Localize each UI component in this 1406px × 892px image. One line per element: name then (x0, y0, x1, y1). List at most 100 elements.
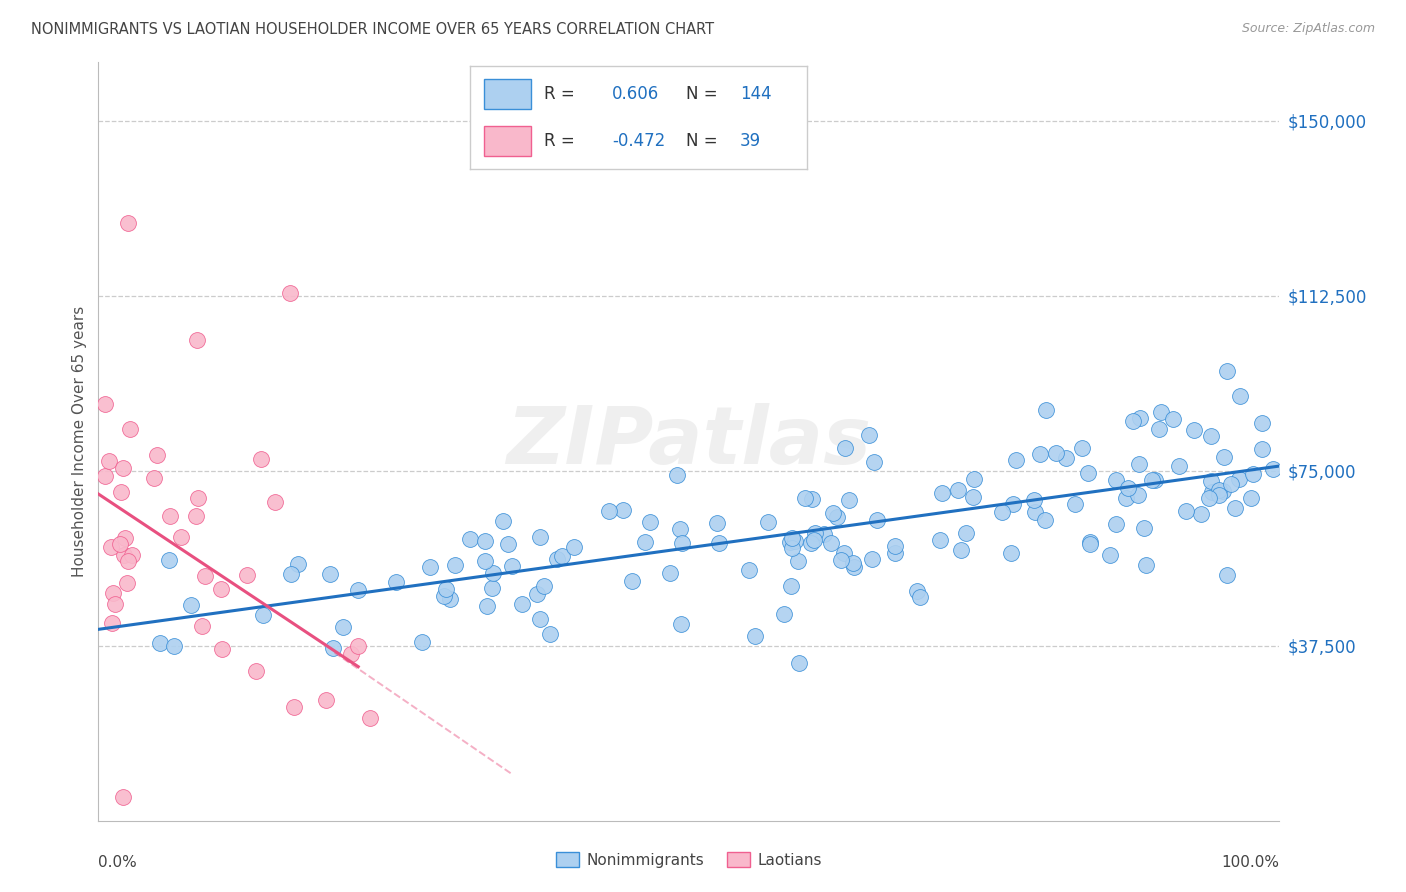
Point (946, 483, 969, 497)
Point (184, 509, 207, 524)
Point (908, 591, 931, 605)
Point (1002, 497, 1025, 511)
Point (1128, 458, 1150, 472)
Point (929, 533, 952, 547)
Point (1250, 416, 1272, 430)
Point (498, 537, 520, 551)
Point (1199, 474, 1222, 488)
Point (787, 657, 810, 671)
Point (1198, 491, 1220, 506)
Point (744, 629, 766, 643)
Point (439, 591, 461, 606)
Point (209, 582, 232, 596)
Point (1251, 442, 1274, 456)
Point (800, 492, 823, 507)
Point (842, 557, 865, 571)
Point (832, 546, 855, 560)
Point (384, 575, 406, 590)
Point (120, 422, 142, 436)
Point (1216, 364, 1239, 378)
Point (804, 525, 827, 540)
Text: Source: ZipAtlas.com: Source: ZipAtlas.com (1241, 22, 1375, 36)
Legend: Nonimmigrants, Laotians: Nonimmigrants, Laotians (550, 846, 828, 873)
Point (1078, 536, 1101, 550)
Point (1229, 389, 1251, 403)
Point (1225, 500, 1247, 515)
Point (551, 549, 574, 563)
Point (1263, 462, 1285, 476)
Point (170, 529, 193, 543)
Point (340, 648, 363, 662)
Point (191, 619, 214, 633)
Point (114, 531, 136, 545)
Point (194, 568, 217, 582)
Point (1240, 491, 1263, 506)
Point (821, 507, 844, 521)
Point (1216, 568, 1239, 582)
Point (706, 516, 728, 530)
Point (562, 540, 585, 554)
Point (783, 533, 806, 548)
Point (1077, 467, 1099, 481)
Point (1045, 446, 1067, 460)
Point (669, 522, 692, 536)
Point (803, 533, 825, 548)
Point (834, 442, 856, 456)
Point (860, 552, 883, 566)
Point (359, 711, 381, 725)
Point (907, 583, 929, 598)
Point (94, 469, 117, 483)
Point (143, 471, 166, 485)
Point (115, 576, 138, 591)
Point (283, 699, 305, 714)
Point (108, 537, 131, 551)
Point (252, 607, 274, 622)
Point (638, 516, 661, 530)
Point (347, 640, 370, 654)
Point (1024, 505, 1046, 519)
Point (669, 616, 692, 631)
Text: NONIMMIGRANTS VS LAOTIAN HOUSEHOLDER INCOME OVER 65 YEARS CORRELATION CHART: NONIMMIGRANTS VS LAOTIAN HOUSEHOLDER INC… (31, 22, 714, 37)
Point (1070, 441, 1092, 455)
Point (411, 634, 433, 648)
Point (598, 504, 620, 518)
Point (612, 503, 634, 517)
Point (620, 574, 643, 589)
Point (322, 641, 344, 656)
Point (180, 598, 202, 612)
Point (671, 536, 693, 550)
Point (1144, 473, 1167, 487)
Point (434, 582, 457, 596)
Point (820, 536, 842, 550)
Point (779, 534, 801, 549)
Point (883, 539, 905, 553)
Point (1105, 516, 1128, 531)
Point (1000, 545, 1022, 559)
Point (538, 627, 561, 641)
Point (1105, 473, 1128, 487)
Point (287, 558, 309, 572)
Point (419, 560, 441, 574)
Point (738, 563, 761, 577)
Point (1133, 521, 1156, 535)
Point (474, 533, 496, 548)
Point (114, 548, 136, 562)
Point (1126, 488, 1149, 502)
Text: 100.0%: 100.0% (1222, 855, 1279, 870)
Point (1241, 467, 1264, 481)
Point (1161, 412, 1184, 426)
Point (1098, 548, 1121, 562)
Point (825, 510, 848, 524)
Point (101, 616, 124, 631)
Point (157, 553, 180, 567)
Point (278, 286, 301, 301)
Point (1135, 558, 1157, 572)
Text: 0.0%: 0.0% (98, 855, 138, 870)
Point (793, 491, 815, 505)
Point (1189, 507, 1212, 521)
Point (1122, 414, 1144, 428)
Point (94, 397, 117, 411)
Point (280, 567, 302, 582)
Point (756, 516, 779, 530)
Point (111, 790, 134, 805)
